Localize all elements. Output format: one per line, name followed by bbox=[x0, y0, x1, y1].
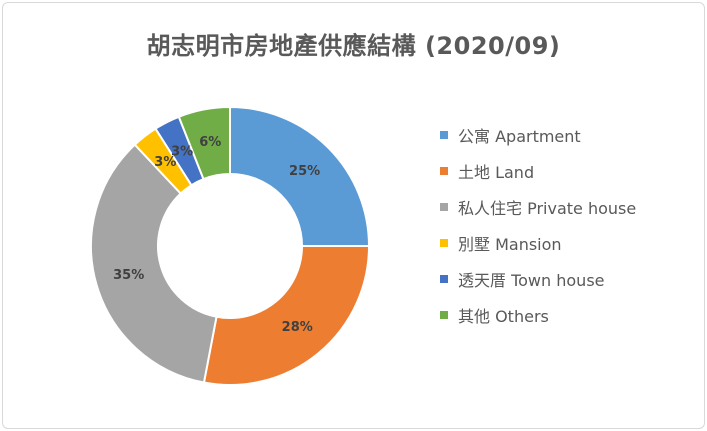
slice-1 bbox=[202, 245, 371, 386]
legend-label-3: 別墅 Mansion bbox=[458, 235, 562, 254]
data-label-0: 25% bbox=[289, 164, 320, 179]
legend-entry-3: 別墅 Mansion bbox=[440, 225, 636, 261]
legend-entry-0: 公寓 Apartment bbox=[440, 117, 636, 153]
slice-0 bbox=[229, 105, 371, 247]
legend-swatch-2 bbox=[440, 203, 448, 211]
legend-entry-5: 其他 Others bbox=[440, 297, 636, 333]
legend-label-4: 透天厝 Town house bbox=[458, 271, 605, 290]
legend-label-2: 私人住宅 Private house bbox=[458, 199, 637, 218]
data-label-1: 28% bbox=[282, 320, 313, 335]
legend-swatch-0 bbox=[440, 131, 448, 139]
legend-label-0: 公寓 Apartment bbox=[458, 127, 581, 146]
data-label-3: 3% bbox=[154, 155, 176, 170]
data-label-4: 3% bbox=[171, 144, 193, 159]
legend-entry-4: 透天厝 Town house bbox=[440, 261, 636, 297]
legend-swatch-4 bbox=[440, 275, 448, 283]
chart-title: 胡志明市房地產供應結構 (2020/09) bbox=[146, 32, 561, 60]
legend-swatch-5 bbox=[440, 311, 448, 319]
legend-swatch-1 bbox=[440, 167, 448, 175]
legend-entry-1: 土地 Land bbox=[440, 153, 636, 189]
legend-entry-2: 私人住宅 Private house bbox=[440, 189, 636, 225]
slice-2 bbox=[90, 143, 218, 384]
legend: 公寓 Apartment 土地 Land 私人住宅 Private house 別墅 … bbox=[440, 117, 636, 333]
data-label-5: 6% bbox=[199, 135, 221, 150]
legend-swatch-3 bbox=[440, 239, 448, 247]
legend-label-1: 土地 Land bbox=[458, 163, 535, 182]
legend-label-5: 其他 Others bbox=[458, 307, 549, 326]
slice-5 bbox=[177, 105, 231, 181]
data-label-2: 35% bbox=[113, 268, 144, 283]
